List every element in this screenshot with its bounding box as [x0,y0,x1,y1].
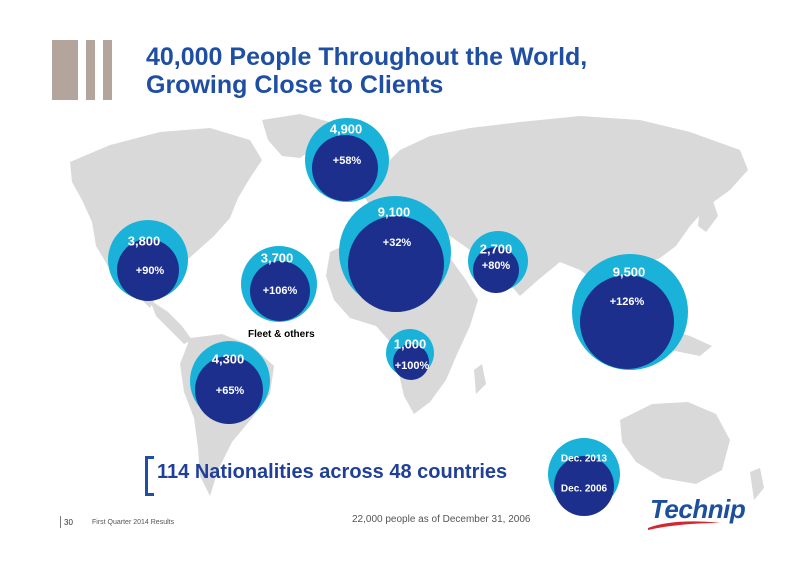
inner-circle [473,247,519,293]
count-middle-east: 2,700 [479,241,513,257]
madagascar [474,364,486,394]
growth-asia-pacific: +126% [609,296,645,308]
technip-logo: Technip [650,494,746,524]
inner-circle [250,261,310,321]
page-title-line-2: Growing Close to Clients [146,71,444,99]
legend-note: 22,000 people as of December 31, 2006 [352,514,531,525]
eurasia [360,116,748,296]
bubble-middle-east [468,231,528,293]
bubble-asia-pacific [572,254,688,370]
inner-circle [312,135,378,201]
count-northern-europe: 4,900 [329,121,363,137]
growth-northern-europe: +58% [332,155,362,167]
footer-text: First Quarter 2014 Results [92,519,175,526]
bubble-northern-europe [305,118,389,202]
nationalities-text: 114 Nationalities across 48 countries [157,461,508,483]
bubble-fleet [241,246,317,322]
growth-south-america: +65% [215,385,245,397]
count-fleet: 3,700 [260,250,294,266]
bubble-europe-mediterranean [339,196,451,312]
inner-circle [117,239,179,301]
japan [698,198,718,232]
logo-swoosh-icon [648,521,720,530]
footer-separator [60,516,61,528]
bubble-south-america [190,341,270,424]
count-europe-mediterranean: 9,100 [377,204,411,220]
nationalities-bracket [145,456,154,496]
growth-fleet: +106% [262,285,298,297]
count-asia-pacific: 9,500 [612,264,646,280]
australia [620,402,730,484]
growth-north-america: +90% [135,265,165,277]
fleet-others-label: Fleet & others [248,329,315,340]
decorative-bars [52,40,112,100]
legend-outer-label: Dec. 2013 [560,453,608,465]
inner-circle [580,275,674,369]
count-north-america: 3,800 [127,233,161,249]
bubble-north-america [108,220,188,301]
bubble-africa [386,329,434,380]
inner-circle [348,216,444,312]
legend-inner-circle [554,456,614,516]
inner-circle [393,344,429,380]
inner-circle [195,356,263,424]
central-america [150,300,192,344]
growth-europe-mediterranean: +32% [382,237,412,249]
new-zealand [750,468,764,500]
growth-africa: +100% [394,360,430,372]
count-africa: 1,000 [393,336,427,352]
growth-middle-east: +80% [481,260,511,272]
count-south-america: 4,300 [211,351,245,367]
legend-bubble [548,438,620,516]
page-number: 30 [64,518,73,527]
legend-inner-label: Dec. 2006 [560,483,608,495]
page-title-line-1: 40,000 People Throughout the World, [146,43,588,71]
